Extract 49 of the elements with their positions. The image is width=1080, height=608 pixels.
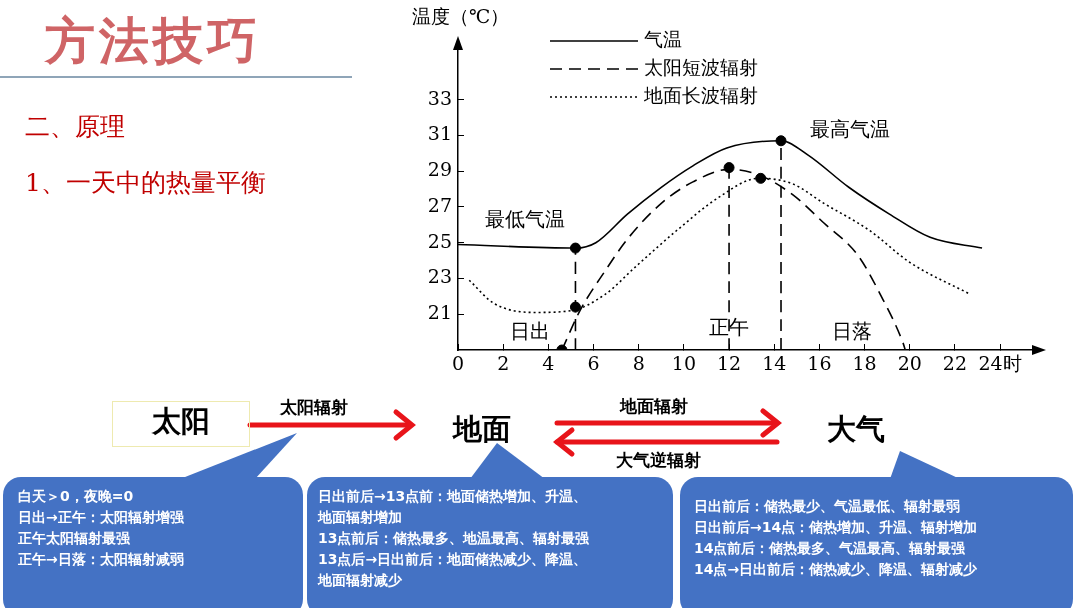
x-tick-label: 8 (632, 352, 645, 375)
x-tick-label: 6 (587, 352, 600, 375)
text: 地面辐射 (620, 395, 688, 418)
y-tick-label: 27 (427, 193, 452, 216)
y-tick-label: 25 (427, 229, 452, 252)
y-tick-label: 33 (427, 86, 452, 109)
y-tick-label: 29 (427, 158, 452, 181)
text: 1、一天中的热量平衡 (25, 167, 266, 199)
x-tick-label: 0 (451, 352, 465, 375)
text: 白天＞0，夜晚=0 (18, 487, 135, 506)
legend-label: 气温 (644, 27, 682, 50)
x-tick-label: 14 (762, 352, 787, 375)
x-tick-label: 22 (942, 352, 968, 375)
y-tick-label: 31 (427, 122, 452, 145)
text: 日出前后→14点：储热增加、升温、辐射增加 (694, 518, 979, 537)
chart-title: 方法技巧 (45, 11, 261, 72)
text: 13点前后：储热最多、地温最高、辐射最强 (318, 529, 591, 548)
text: 大气逆辐射 (616, 449, 701, 472)
x-tick-label: 2 (497, 352, 510, 375)
x-tick-label: 24时 (978, 352, 1022, 375)
y-tick-label: 23 (427, 265, 452, 288)
text: 二、原理 (25, 111, 125, 143)
text: 地面 (453, 411, 511, 448)
legend-label: 地面长波辐射 (643, 83, 758, 106)
text: 13点后→日出前后：地面储热减少、降温、地面辐射减少 (318, 550, 589, 590)
text: 正午→日落：太阳辐射减弱 (18, 550, 185, 569)
annotation: 日落 (832, 318, 872, 345)
y-tick-label: 21 (427, 301, 452, 324)
text: 日出→正午：太阳辐射增强 (18, 508, 185, 527)
annotation: 最高气温 (810, 116, 890, 143)
x-tick-label: 4 (542, 352, 555, 375)
annotation: 最低气温 (485, 206, 565, 233)
x-tick-label: 12 (716, 352, 742, 375)
text: 太阳辐射 (280, 396, 348, 419)
text: 太阳 (151, 403, 211, 440)
text: 正午太阳辐射最强 (18, 529, 131, 548)
x-tick-label: 20 (897, 352, 922, 375)
text: 14点前后：储热最多、气温最高、辐射最强 (694, 539, 967, 558)
annotation: 正午 (709, 314, 750, 339)
text: 大气 (827, 411, 885, 448)
annotation: 日出 (510, 318, 550, 345)
text: 日出前后：储热最少、气温最低、辐射最弱 (694, 497, 961, 516)
text: 日出前后→13点前：地面储热增加、升温、地面辐射增加 (318, 487, 589, 527)
text: 14点→日出前后：储热减少、降温、辐射减少 (694, 560, 979, 579)
x-tick-label: 10 (671, 352, 696, 375)
legend-label: 太阳短波辐射 (644, 55, 758, 78)
y-axis-title: 温度（℃） (412, 4, 510, 27)
x-tick-label: 18 (852, 352, 877, 375)
x-tick-label: 16 (807, 352, 832, 375)
